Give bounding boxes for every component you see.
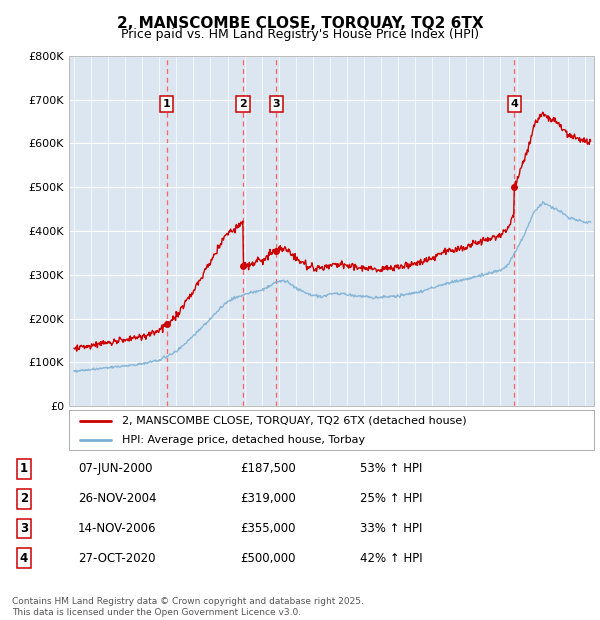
Text: 4: 4 <box>20 552 28 565</box>
Text: 27-OCT-2020: 27-OCT-2020 <box>78 552 155 565</box>
Text: 33% ↑ HPI: 33% ↑ HPI <box>360 522 422 535</box>
Text: 14-NOV-2006: 14-NOV-2006 <box>78 522 157 535</box>
Text: £500,000: £500,000 <box>240 552 296 565</box>
Text: 42% ↑ HPI: 42% ↑ HPI <box>360 552 422 565</box>
Text: 2: 2 <box>20 492 28 505</box>
Text: 53% ↑ HPI: 53% ↑ HPI <box>360 463 422 476</box>
Text: 2, MANSCOMBE CLOSE, TORQUAY, TQ2 6TX (detached house): 2, MANSCOMBE CLOSE, TORQUAY, TQ2 6TX (de… <box>121 416 466 426</box>
Text: 1: 1 <box>163 99 171 109</box>
Text: £319,000: £319,000 <box>240 492 296 505</box>
Text: 4: 4 <box>510 99 518 109</box>
Text: 2: 2 <box>239 99 247 109</box>
Text: 3: 3 <box>20 522 28 535</box>
Text: 1: 1 <box>20 463 28 476</box>
Text: 07-JUN-2000: 07-JUN-2000 <box>78 463 152 476</box>
Text: 26-NOV-2004: 26-NOV-2004 <box>78 492 157 505</box>
Text: Price paid vs. HM Land Registry's House Price Index (HPI): Price paid vs. HM Land Registry's House … <box>121 28 479 41</box>
Text: HPI: Average price, detached house, Torbay: HPI: Average price, detached house, Torb… <box>121 435 365 445</box>
Text: £355,000: £355,000 <box>240 522 296 535</box>
Text: 25% ↑ HPI: 25% ↑ HPI <box>360 492 422 505</box>
Text: £187,500: £187,500 <box>240 463 296 476</box>
Text: Contains HM Land Registry data © Crown copyright and database right 2025.
This d: Contains HM Land Registry data © Crown c… <box>12 598 364 617</box>
Text: 2, MANSCOMBE CLOSE, TORQUAY, TQ2 6TX: 2, MANSCOMBE CLOSE, TORQUAY, TQ2 6TX <box>116 16 484 30</box>
Text: 3: 3 <box>272 99 280 109</box>
